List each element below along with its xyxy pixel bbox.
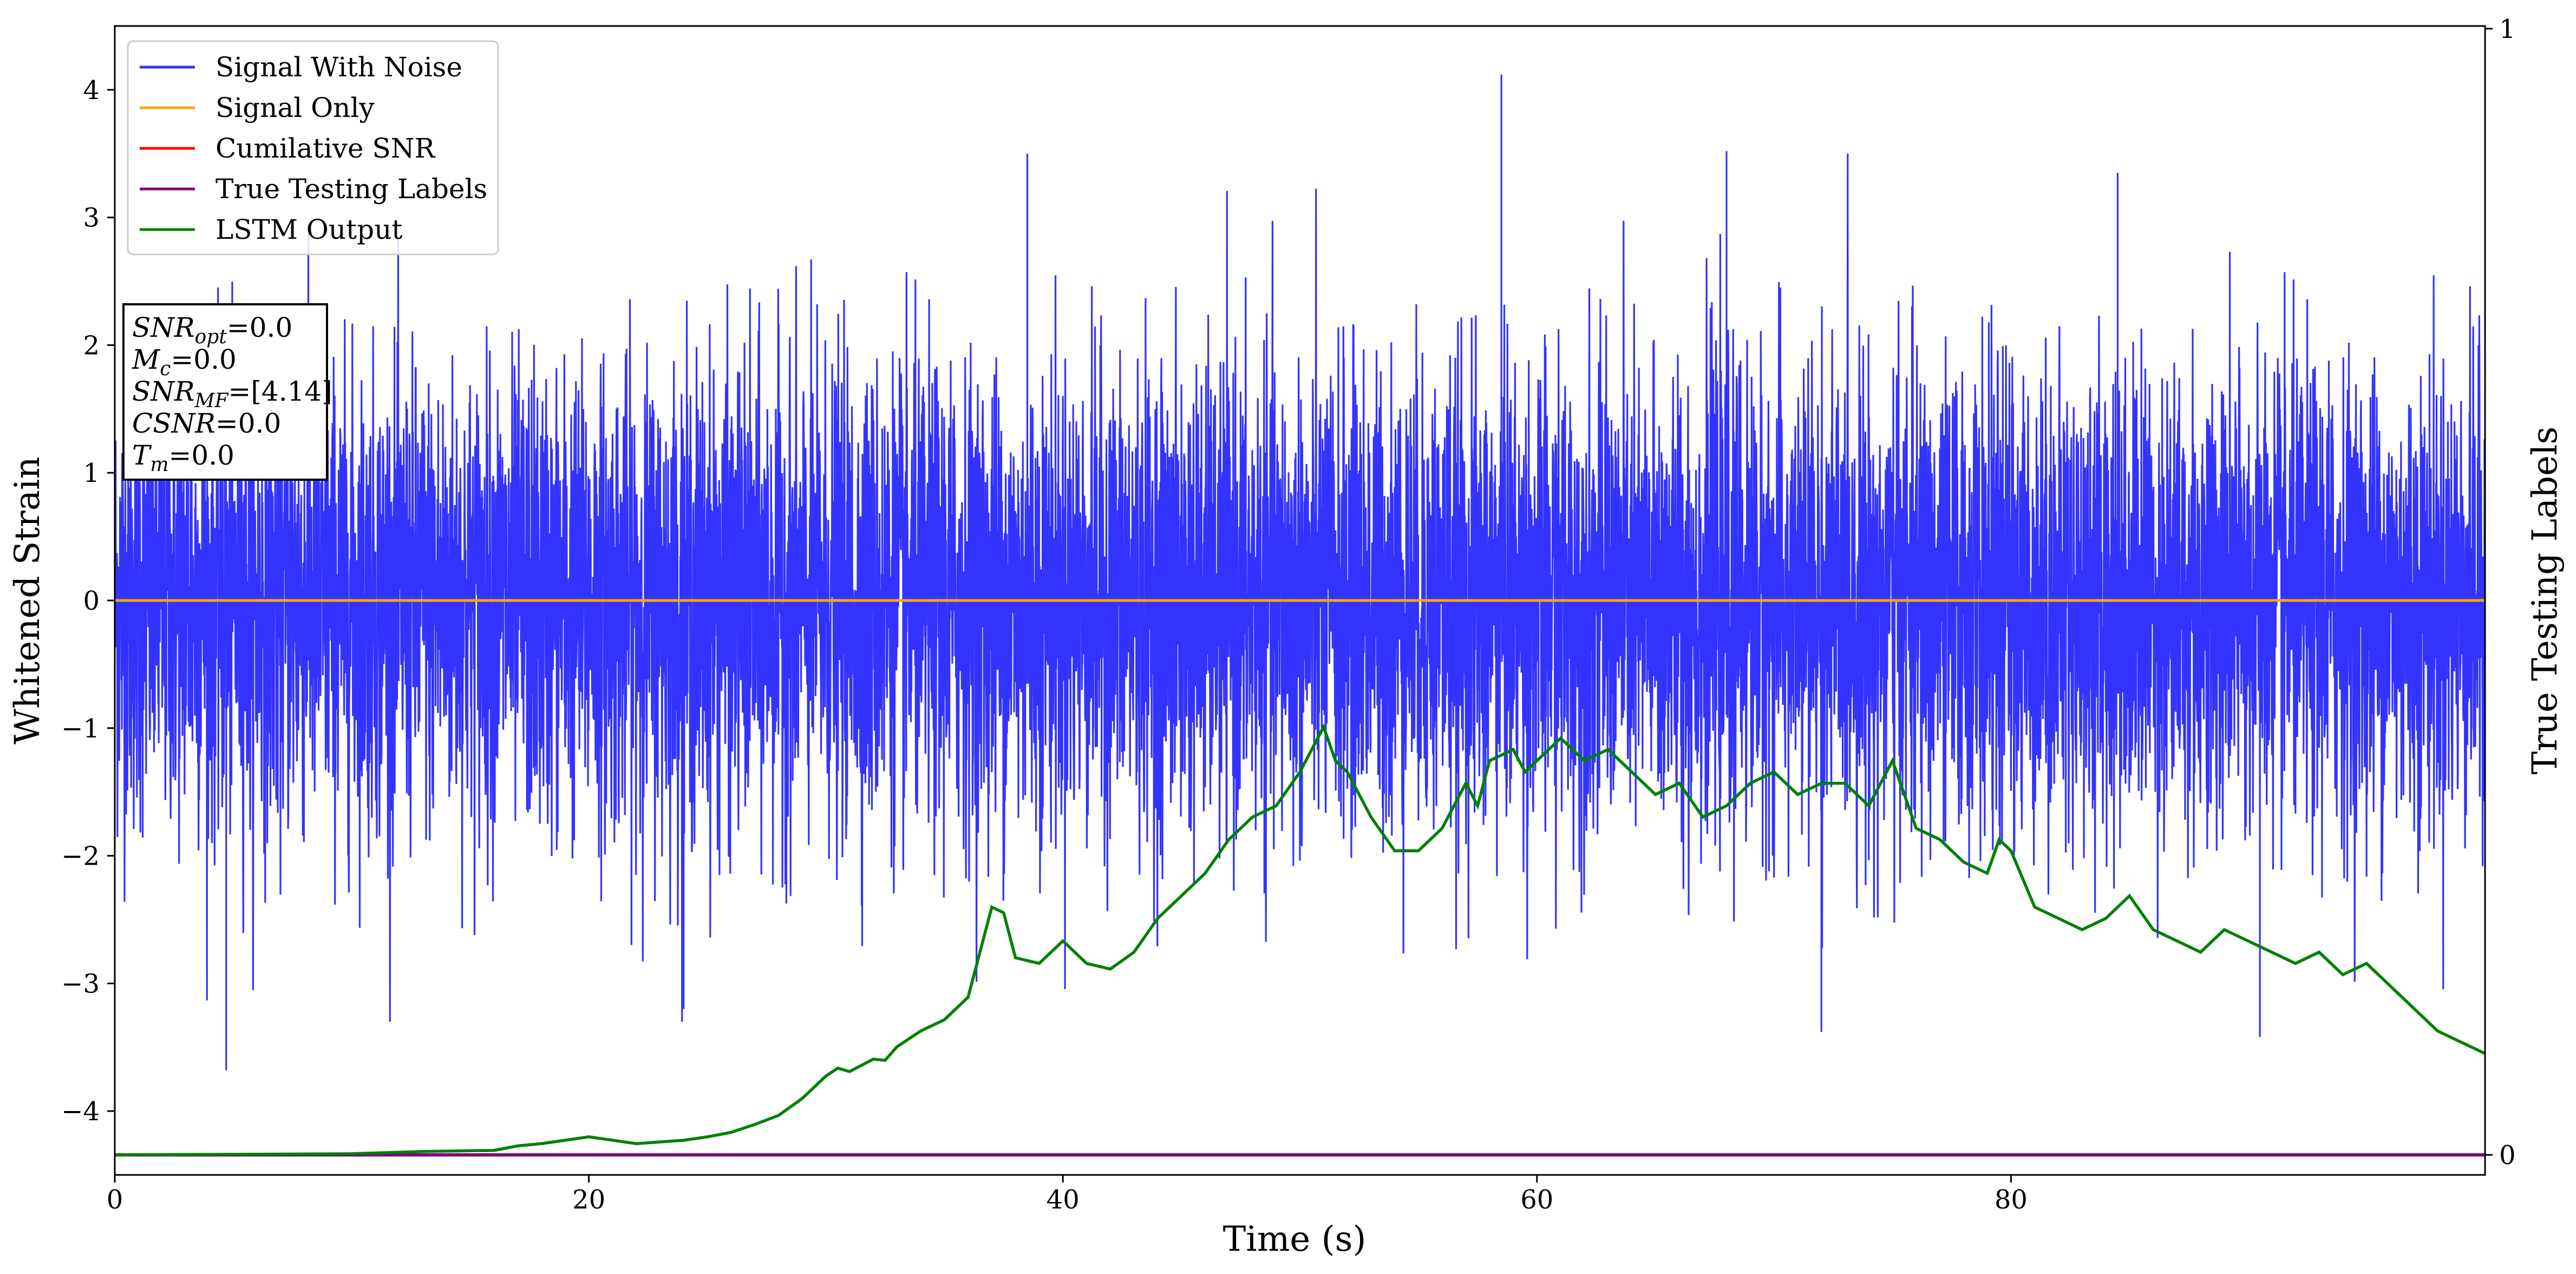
y-tick-label: −1 [61,714,100,744]
y-tick-label: 3 [83,203,100,233]
legend-label: Signal With Noise [215,51,462,83]
y2-axis: 10 [2485,14,2516,1171]
info-box: SNRopt=0.0Mc=0.0SNRMF=[4.14]CSNR=0.0Tm=0… [122,303,332,481]
info-line: SNRMF=[4.14] [132,376,332,412]
y-tick-label: 1 [83,458,100,488]
series-line-lstm-output [115,723,2485,1157]
x-tick-label: 60 [1520,1185,1553,1215]
info-box-frame [122,303,328,481]
x-axis: 0 20 40 60 80 [107,1175,2028,1215]
legend-label: True Testing Labels [215,173,487,205]
legend-label: LSTM Output [215,214,402,245]
legend-label: Signal Only [215,92,375,123]
info-line: SNRopt=0.0 [132,312,292,348]
x-axis-title: Time (s) [1223,1219,1367,1259]
series-line-signal-with-noise [115,153,2485,1022]
y2-tick-label: 1 [2499,14,2516,44]
legend: Signal With Noise Signal Only Cumilative S… [127,40,499,256]
y2-axis-title: True Testing Labels [2525,427,2565,775]
y-tick-label: 4 [83,75,100,106]
series-spikes-signal-with-noise [225,74,2261,1070]
plot-area [115,74,2485,1157]
legend-frame [127,40,499,256]
x-tick-label: 80 [1995,1185,2028,1215]
legend-label: Cumilative SNR [215,133,435,164]
info-line: CSNR=0.0 [132,408,281,439]
y-tick-label: 0 [83,586,100,616]
y-tick-label: −2 [61,841,100,872]
info-line: Tm=0.0 [132,440,234,476]
x-tick-label: 0 [107,1185,123,1215]
y2-tick-label: 0 [2499,1140,2516,1171]
y-tick-label: 2 [83,330,100,361]
x-tick-label: 20 [572,1185,605,1215]
info-line: Mc=0.0 [132,344,237,380]
y-tick-label: −3 [61,969,100,999]
y-axis-title: Whitened Strain [8,456,48,744]
y-tick-label: −4 [61,1096,100,1127]
x-tick-label: 40 [1047,1185,1080,1215]
y-axis: 4 3 2 1 0 −1 −2 −3 −4 [61,75,115,1127]
